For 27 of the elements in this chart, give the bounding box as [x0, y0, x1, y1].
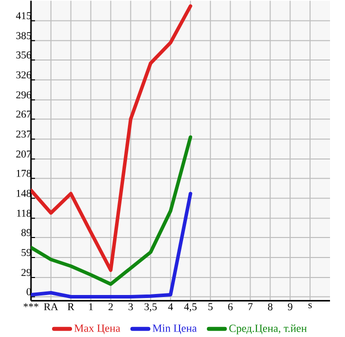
x-tick-label: 9: [288, 303, 292, 310]
x-tick-label: 6: [228, 303, 233, 310]
legend-label: Max Цена: [74, 324, 120, 334]
x-tick-label: ***: [24, 303, 38, 307]
x-tick-label: 3: [128, 303, 133, 310]
x-tick-label: 5: [208, 303, 213, 310]
x-tick-label: 3,5: [144, 303, 157, 312]
y-tick-label: 356: [16, 51, 32, 58]
x-tick-label: 2: [108, 303, 113, 310]
x-tick-label: 1: [89, 303, 93, 310]
x-tick-label: 4,5: [184, 303, 197, 312]
y-tick-label: 237: [16, 130, 32, 138]
x-tick-label: 8: [268, 303, 272, 310]
y-tick-label: 148: [16, 190, 32, 197]
y-tick-label: 385: [16, 32, 32, 39]
y-tick-label: 267: [16, 110, 32, 118]
y-tick-label: 296: [16, 91, 32, 98]
x-tick-label: s: [308, 303, 312, 308]
y-tick-label: 178: [16, 170, 32, 177]
x-tick-label: R: [68, 303, 74, 310]
legend-label: Min Цена: [152, 324, 197, 334]
y-tick-label: 415: [16, 12, 32, 20]
x-tick-label: 4: [168, 303, 173, 310]
x-tick-label: RA: [44, 303, 58, 310]
y-tick-label: 207: [16, 150, 32, 158]
x-tick-label: 7: [248, 303, 253, 310]
legend-label: Сред.Цена, т.йен: [229, 324, 307, 334]
